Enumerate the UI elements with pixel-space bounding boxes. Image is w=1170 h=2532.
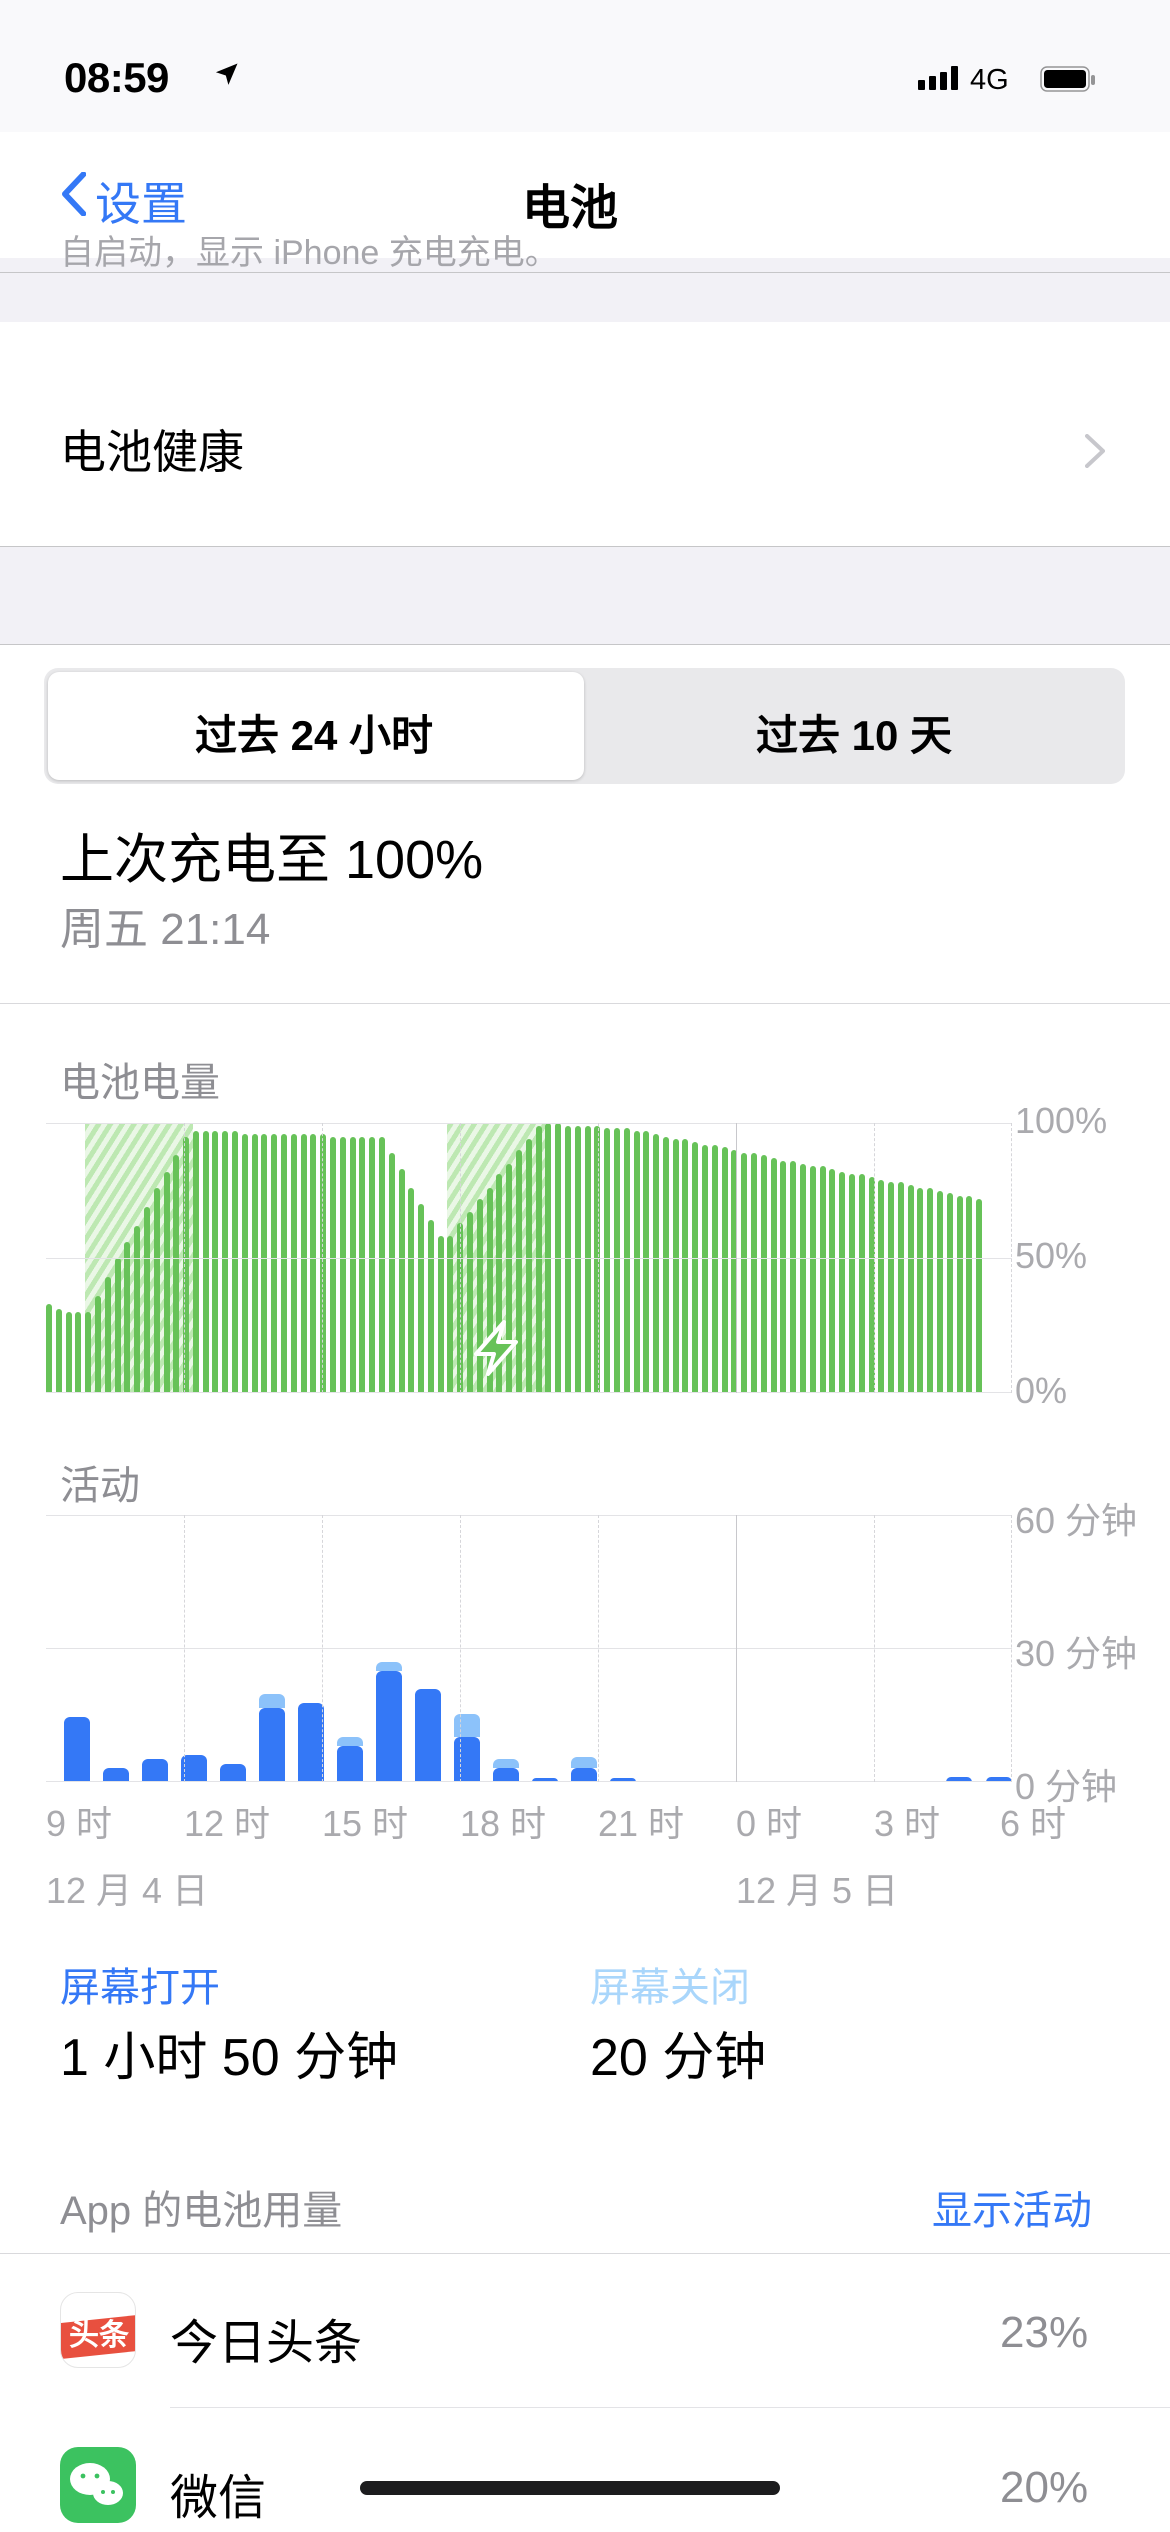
svg-text:头条: 头条 [69, 2319, 129, 2352]
